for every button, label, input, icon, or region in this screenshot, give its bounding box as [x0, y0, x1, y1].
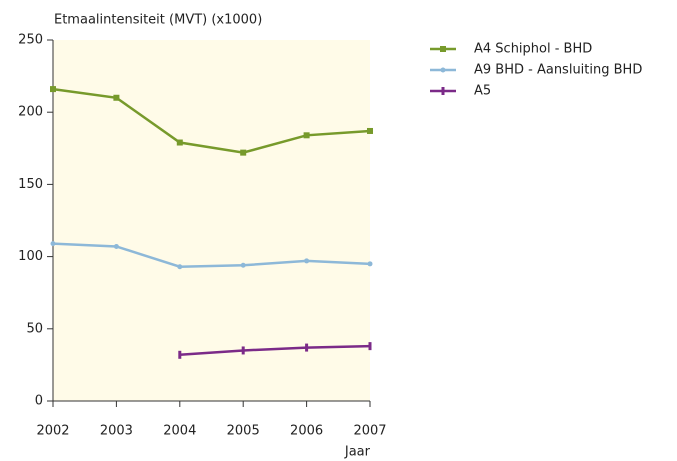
- data-point: [113, 243, 119, 249]
- x-tick-label: 2006: [290, 424, 323, 439]
- data-point: [177, 264, 183, 270]
- legend-label: A9 BHD - Aansluiting BHD: [474, 63, 642, 78]
- legend-marker: [440, 46, 446, 52]
- data-point: [50, 86, 56, 93]
- legend-label: A4 Schiphol - BHD: [474, 42, 592, 57]
- data-point: [240, 149, 247, 156]
- y-tick-label: 200: [18, 105, 43, 120]
- x-axis-label: Jaar: [344, 445, 371, 460]
- x-tick-label: 2005: [227, 424, 260, 439]
- x-tick-label: 2003: [100, 424, 133, 439]
- legend-marker: [440, 67, 446, 73]
- legend-label: A5: [474, 84, 491, 99]
- data-point: [367, 261, 373, 267]
- data-point: [368, 342, 372, 351]
- data-point: [304, 258, 310, 264]
- data-point: [50, 241, 56, 247]
- x-tick-label: 2002: [36, 424, 69, 439]
- series-line: [179, 344, 371, 357]
- data-point: [241, 346, 245, 355]
- y-axis-label: Etmaalintensiteit (MVT) (x1000): [54, 13, 262, 28]
- y-tick-label: 50: [26, 321, 43, 336]
- legend-marker: [441, 87, 445, 95]
- y-tick-label: 250: [18, 33, 43, 48]
- data-point: [176, 139, 183, 146]
- data-point: [113, 94, 120, 101]
- data-point: [305, 343, 309, 352]
- y-tick-label: 150: [18, 177, 43, 192]
- series-line: [52, 87, 371, 154]
- x-tick-label: 2007: [353, 424, 386, 439]
- plot-background: [53, 40, 370, 401]
- y-tick-label: 0: [35, 394, 43, 409]
- data-point: [240, 262, 246, 268]
- x-tick-label: 2004: [163, 424, 196, 439]
- data-point: [178, 350, 182, 359]
- y-tick-label: 100: [18, 249, 43, 264]
- data-point: [367, 127, 373, 134]
- data-point: [303, 132, 310, 139]
- series-line: [52, 242, 371, 268]
